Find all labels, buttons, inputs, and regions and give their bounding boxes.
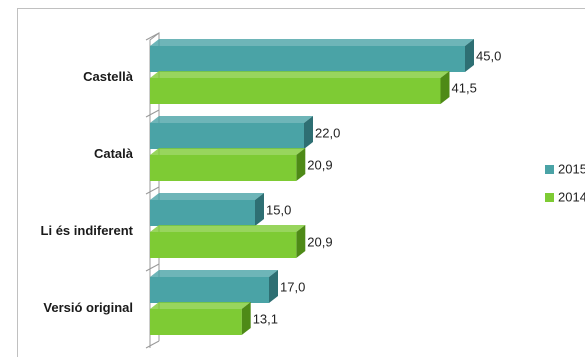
category-label: Català <box>94 146 134 161</box>
value-label: 15,0 <box>266 202 291 217</box>
category-tick <box>146 341 159 348</box>
category-label: Castellà <box>83 69 134 84</box>
category-tick <box>146 264 159 271</box>
bar-top <box>150 302 251 309</box>
category-tick <box>146 33 159 40</box>
bar-top <box>150 270 278 277</box>
legend-swatch <box>545 165 554 174</box>
category-tick <box>146 187 159 194</box>
category-tick <box>146 110 159 117</box>
value-label: 20,9 <box>307 157 332 172</box>
bar-top <box>150 148 305 155</box>
legend-label: 2014 <box>558 189 585 204</box>
category-label: Li és indiferent <box>41 223 134 238</box>
bar-top <box>150 193 264 200</box>
bar <box>150 277 269 303</box>
value-label: 17,0 <box>280 279 305 294</box>
bar-top <box>150 39 474 46</box>
category-label: Versió original <box>43 300 133 315</box>
bar-top <box>150 225 305 232</box>
bar <box>150 232 296 258</box>
value-label: 45,0 <box>476 48 501 63</box>
bar <box>150 200 255 226</box>
bar <box>150 78 441 104</box>
value-label: 13,1 <box>253 311 278 326</box>
bar <box>150 123 304 149</box>
value-label: 22,0 <box>315 125 340 140</box>
bar <box>150 155 296 181</box>
bar-top <box>150 116 313 123</box>
bar <box>150 46 465 72</box>
legend-label: 2015 <box>558 161 585 176</box>
bar <box>150 309 242 335</box>
value-label: 41,5 <box>452 80 477 95</box>
legend-swatch <box>545 193 554 202</box>
bar-top <box>150 71 450 78</box>
value-label: 20,9 <box>307 234 332 249</box>
